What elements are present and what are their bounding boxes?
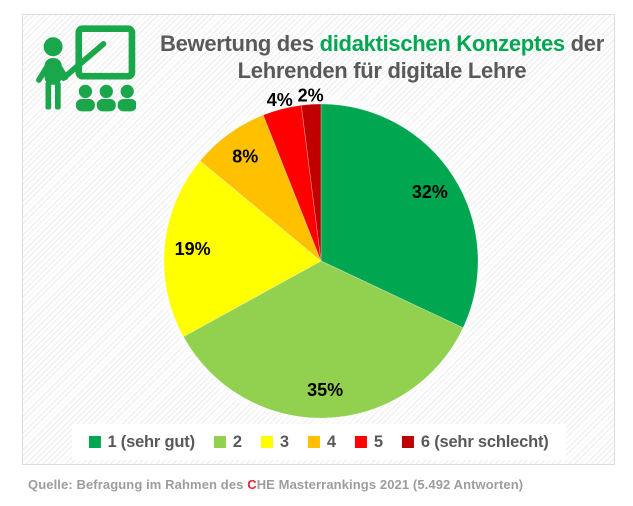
pie-data-label: 2% bbox=[298, 85, 324, 105]
source-caption: Quelle: Befragung im Rahmen des CHE Mast… bbox=[28, 477, 523, 492]
source-text: Quelle: Befragung im Rahmen des bbox=[28, 477, 248, 492]
pie-slice bbox=[199, 114, 322, 262]
presenter-head-icon bbox=[43, 37, 63, 57]
legend-item: 5 bbox=[354, 432, 383, 452]
chart-legend: 1 (sehr gut) 2 3 4 5 6 (sehr schlecht) bbox=[71, 424, 566, 460]
legend-swatch bbox=[354, 436, 367, 448]
legend-label: 3 bbox=[279, 432, 289, 451]
legend-item: 1 (sehr gut) bbox=[88, 432, 195, 452]
pie-slice bbox=[300, 103, 322, 262]
title-text-line2: Lehrenden für digitale Lehre bbox=[237, 58, 527, 83]
pie-slice bbox=[163, 160, 322, 338]
chart-title: Bewertung des didaktischen Konzeptes der… bbox=[141, 30, 623, 84]
title-text: der bbox=[570, 31, 605, 56]
legend-label: 2 bbox=[232, 432, 242, 451]
pie-chart: 32% 35% 19% 8% 4% 2% bbox=[163, 85, 479, 419]
legend-swatch bbox=[260, 436, 273, 448]
legend-swatch bbox=[213, 436, 226, 448]
title-highlight: didaktischen Konzeptes bbox=[319, 31, 566, 56]
whiteboard-icon bbox=[75, 25, 136, 80]
pie-slice bbox=[182, 260, 464, 419]
legend-swatch bbox=[307, 436, 320, 448]
legend-item: 4 bbox=[307, 432, 336, 452]
audience-icon bbox=[75, 84, 136, 112]
source-highlight: C bbox=[247, 477, 257, 492]
chart-panel: Bewertung des didaktischen Konzeptes der… bbox=[22, 14, 615, 465]
legend-label: 4 bbox=[326, 432, 336, 451]
source-text: HE Masterrankings 2021 (5.492 Antworten) bbox=[256, 477, 524, 492]
pie-slice bbox=[262, 104, 322, 262]
pie-data-label: 32% bbox=[412, 182, 448, 202]
pointer-stick-icon bbox=[60, 41, 107, 81]
legend-item: 3 bbox=[260, 432, 289, 452]
legend-swatch bbox=[88, 436, 101, 448]
pie-data-label: 19% bbox=[175, 239, 211, 259]
teacher-presentation-icon bbox=[36, 25, 136, 112]
pie-data-label: 35% bbox=[307, 380, 343, 400]
legend-label: 5 bbox=[373, 432, 383, 451]
pie-data-label: 8% bbox=[232, 147, 258, 167]
legend-item: 6 (sehr schlecht) bbox=[401, 432, 549, 452]
legend-swatch bbox=[401, 436, 414, 448]
legend-item: 2 bbox=[213, 432, 242, 452]
title-text: Bewertung des bbox=[160, 31, 314, 56]
legend-label: 6 (sehr schlecht) bbox=[420, 432, 549, 451]
pie-slice bbox=[320, 103, 479, 329]
pie-data-label: 4% bbox=[267, 90, 293, 110]
legend-label: 1 (sehr gut) bbox=[107, 432, 195, 451]
